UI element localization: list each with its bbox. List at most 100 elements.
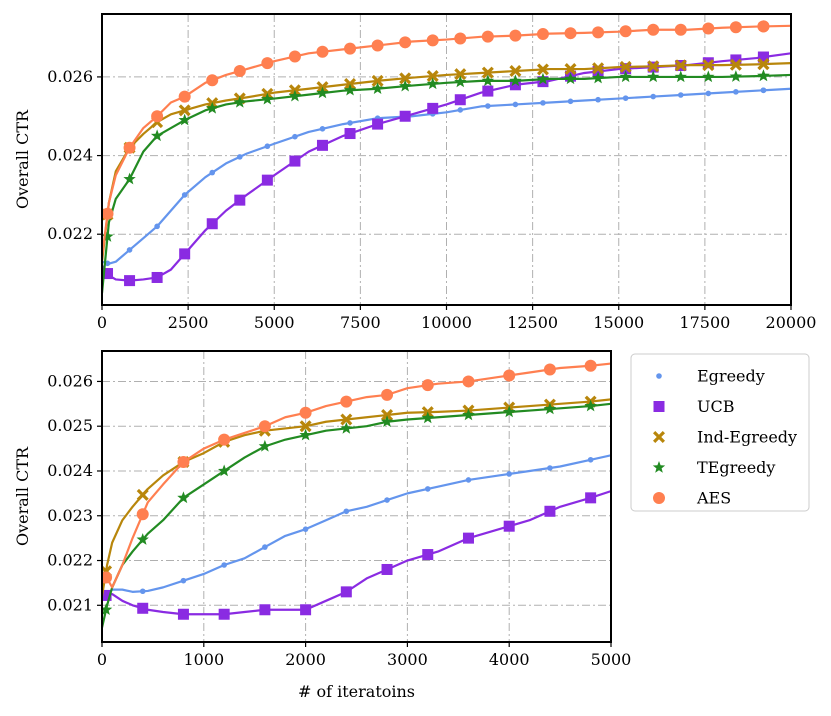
- data-point: [485, 103, 491, 109]
- data-point: [729, 21, 742, 34]
- data-point: [288, 89, 302, 102]
- data-point: [102, 207, 114, 220]
- data-point: [299, 420, 312, 433]
- legend-item-ucb: UCB: [653, 397, 734, 416]
- series-line-egreedy: [102, 87, 791, 265]
- data-point: [102, 589, 112, 601]
- data-point: [757, 51, 769, 63]
- data-point: [380, 415, 394, 427]
- data-point: [384, 497, 390, 503]
- data-point: [316, 139, 328, 151]
- data-point: [344, 42, 357, 55]
- data-point: [398, 79, 412, 92]
- data-point: [544, 505, 556, 517]
- data-point: [221, 562, 227, 568]
- y-axis-label: Overall CTR: [13, 109, 32, 209]
- plot-frame: [101, 350, 612, 643]
- data-point: [300, 604, 312, 616]
- x-tick-label: 0: [97, 313, 107, 332]
- x-tick-label: 5000: [591, 650, 632, 669]
- legend-marker-aes: [653, 492, 665, 504]
- data-point: [178, 113, 191, 126]
- x-tick-label: 20000: [766, 313, 817, 332]
- data-point: [178, 90, 191, 103]
- data-point: [233, 95, 246, 108]
- data-point: [760, 87, 767, 94]
- legend-marker-egreedy: [656, 373, 662, 379]
- data-point: [136, 533, 149, 545]
- data-point: [547, 465, 553, 471]
- data-point: [674, 23, 687, 36]
- data-point: [506, 471, 512, 477]
- data-point: [647, 70, 660, 83]
- data-point: [674, 70, 687, 83]
- data-point: [154, 223, 160, 230]
- series-line-aes: [102, 24, 791, 258]
- data-point: [371, 74, 384, 87]
- data-point: [564, 72, 577, 85]
- x-tick-label: 5000: [254, 313, 295, 332]
- series-line-aes: [102, 362, 611, 589]
- data-point: [564, 27, 577, 40]
- data-point: [299, 406, 312, 419]
- data-point: [137, 602, 149, 614]
- data-point: [181, 192, 188, 198]
- data-point: [730, 54, 742, 66]
- data-point: [595, 96, 601, 103]
- data-point: [399, 72, 412, 85]
- data-point: [536, 28, 549, 41]
- data-point: [139, 588, 146, 595]
- data-point: [264, 143, 271, 150]
- data-point: [136, 508, 149, 521]
- x-tick-label: 10000: [421, 313, 472, 332]
- legend-item-egreedy: Egreedy: [656, 367, 765, 386]
- data-point: [258, 439, 272, 452]
- data-point: [151, 110, 164, 123]
- data-point: [647, 23, 660, 36]
- data-point: [503, 405, 516, 418]
- data-point: [729, 58, 742, 71]
- data-point: [543, 363, 556, 376]
- data-point: [564, 63, 577, 76]
- data-point: [421, 379, 434, 392]
- data-point: [180, 577, 187, 584]
- data-point: [647, 60, 660, 73]
- legend-label: AES: [696, 489, 731, 508]
- data-point: [462, 375, 475, 388]
- legend-marker-tegreedy: [652, 461, 666, 473]
- data-point: [178, 104, 191, 117]
- data-point: [381, 388, 394, 401]
- data-point: [258, 420, 271, 433]
- y-tick-label: 0.026: [47, 371, 93, 390]
- x-axis-label: # of iteratoins: [298, 682, 415, 701]
- data-point: [424, 486, 431, 492]
- data-point: [585, 492, 597, 504]
- data-point: [381, 409, 394, 422]
- data-point: [454, 94, 466, 106]
- y-tick-label: 0.026: [47, 67, 93, 86]
- data-point: [422, 549, 434, 561]
- series-line-ind-egreedy: [102, 62, 791, 262]
- y-tick-label: 0.023: [47, 506, 93, 525]
- data-point: [371, 39, 384, 52]
- data-point: [462, 532, 474, 544]
- data-point: [319, 126, 326, 132]
- data-point: [619, 60, 632, 73]
- data-point: [454, 75, 467, 88]
- x-tick-label: 1000: [183, 650, 224, 669]
- data-point: [587, 456, 594, 463]
- data-point: [206, 74, 219, 87]
- data-point: [702, 70, 715, 83]
- x-tick-label: 17500: [679, 313, 730, 332]
- data-point: [261, 92, 274, 105]
- data-point: [340, 586, 352, 598]
- data-point: [123, 141, 136, 154]
- data-point: [372, 118, 384, 130]
- data-point: [454, 68, 467, 81]
- legend-item-aes: AES: [653, 489, 731, 508]
- series-aes: [102, 359, 611, 589]
- data-point: [674, 59, 687, 72]
- data-point: [592, 26, 605, 39]
- data-point: [702, 57, 714, 69]
- data-point: [234, 194, 246, 206]
